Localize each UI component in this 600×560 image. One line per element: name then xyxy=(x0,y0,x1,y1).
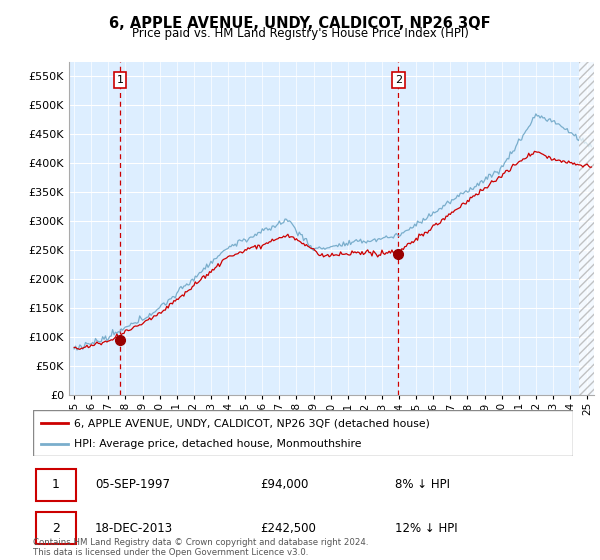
Text: HPI: Average price, detached house, Monmouthshire: HPI: Average price, detached house, Monm… xyxy=(74,438,361,449)
Text: 12% ↓ HPI: 12% ↓ HPI xyxy=(395,521,457,535)
Text: 05-SEP-1997: 05-SEP-1997 xyxy=(95,478,170,492)
Text: Price paid vs. HM Land Registry's House Price Index (HPI): Price paid vs. HM Land Registry's House … xyxy=(131,27,469,40)
Text: 6, APPLE AVENUE, UNDY, CALDICOT, NP26 3QF (detached house): 6, APPLE AVENUE, UNDY, CALDICOT, NP26 3Q… xyxy=(74,418,430,428)
Text: 1: 1 xyxy=(116,75,124,85)
Text: 18-DEC-2013: 18-DEC-2013 xyxy=(95,521,173,535)
Text: 6, APPLE AVENUE, UNDY, CALDICOT, NP26 3QF: 6, APPLE AVENUE, UNDY, CALDICOT, NP26 3Q… xyxy=(109,16,491,31)
Text: £94,000: £94,000 xyxy=(260,478,308,492)
Bar xyxy=(36,469,76,501)
Text: 2: 2 xyxy=(52,521,60,535)
Text: 1: 1 xyxy=(52,478,60,492)
Text: 2: 2 xyxy=(395,75,402,85)
Text: £242,500: £242,500 xyxy=(260,521,316,535)
Text: 8% ↓ HPI: 8% ↓ HPI xyxy=(395,478,450,492)
Text: Contains HM Land Registry data © Crown copyright and database right 2024.
This d: Contains HM Land Registry data © Crown c… xyxy=(33,538,368,557)
Bar xyxy=(36,512,76,544)
